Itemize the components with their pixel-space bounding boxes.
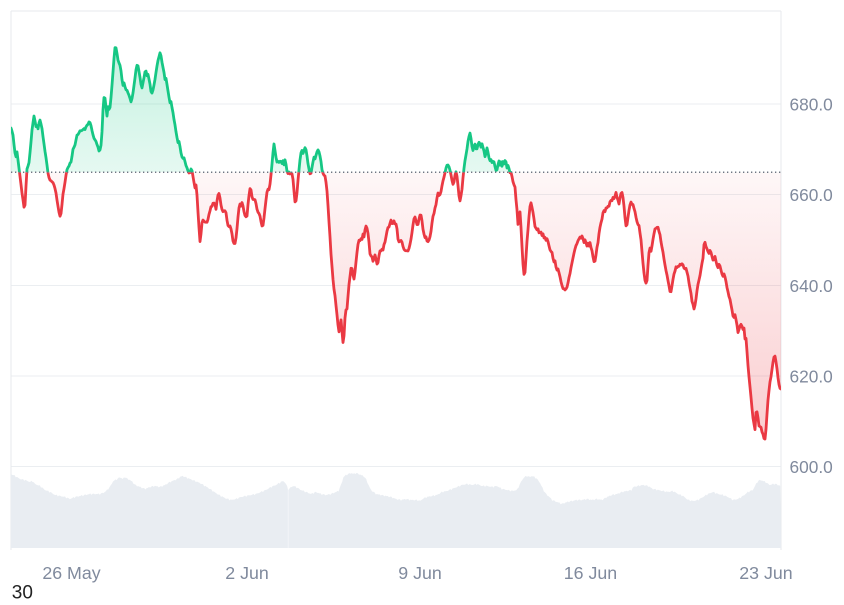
svg-text:16 Jun: 16 Jun [564, 563, 617, 583]
svg-text:640.0: 640.0 [790, 276, 833, 296]
svg-text:9 Jun: 9 Jun [398, 563, 442, 583]
svg-text:680.0: 680.0 [790, 94, 833, 114]
svg-text:26 May: 26 May [42, 563, 100, 583]
svg-text:600.0: 600.0 [790, 457, 833, 477]
svg-text:620.0: 620.0 [790, 366, 833, 386]
svg-text:2 Jun: 2 Jun [225, 563, 269, 583]
svg-text:23 Jun: 23 Jun [739, 563, 792, 583]
svg-text:30: 30 [12, 583, 33, 604]
svg-text:660.0: 660.0 [790, 185, 833, 205]
